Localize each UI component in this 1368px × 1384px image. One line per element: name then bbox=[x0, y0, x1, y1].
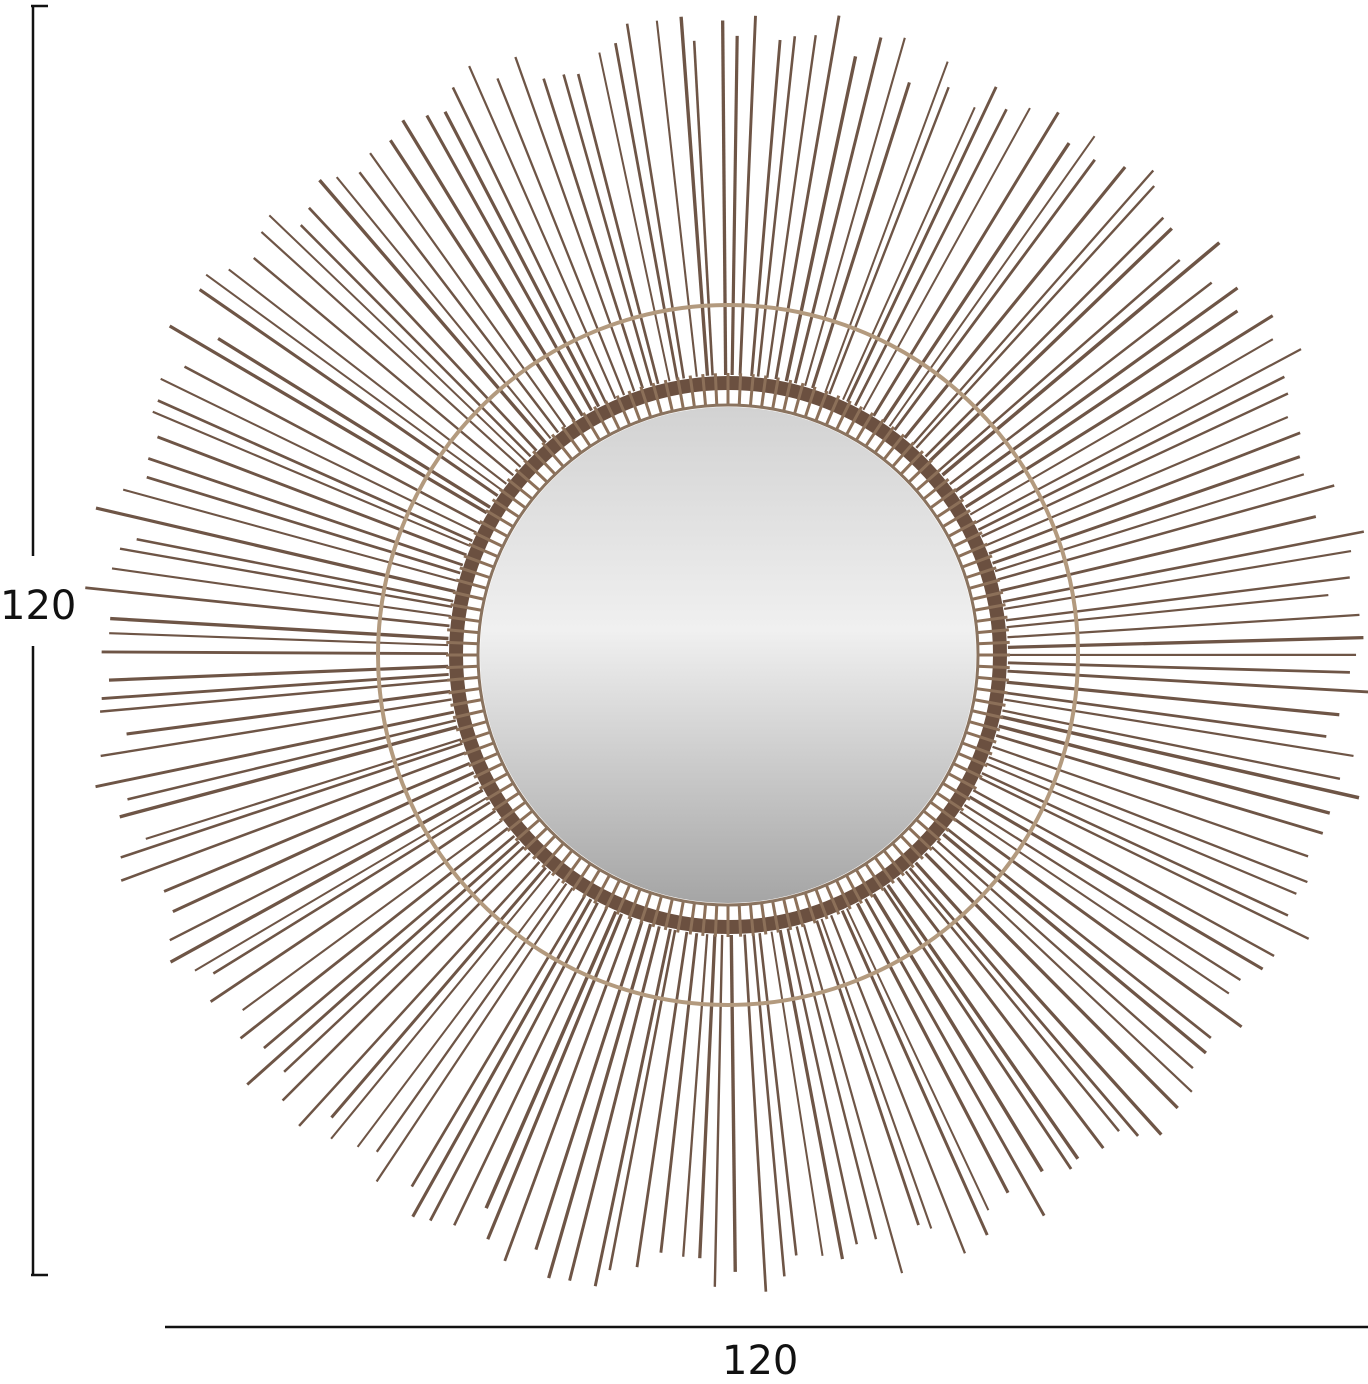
spoke bbox=[813, 82, 910, 388]
spoke bbox=[657, 21, 697, 377]
spoke bbox=[740, 16, 755, 375]
spoke bbox=[148, 458, 463, 565]
spoke bbox=[937, 841, 1193, 1068]
spoke bbox=[146, 739, 461, 839]
short-spoke bbox=[978, 666, 1010, 667]
mirror-glass bbox=[480, 407, 976, 903]
spoke bbox=[243, 820, 502, 1010]
spoke bbox=[874, 112, 1059, 415]
spoke bbox=[996, 735, 1323, 833]
spoke bbox=[989, 433, 1300, 554]
spoke bbox=[403, 120, 583, 415]
spoke bbox=[127, 720, 455, 799]
spoke bbox=[960, 812, 1229, 994]
spoke bbox=[299, 862, 539, 1126]
short-spoke bbox=[978, 642, 1010, 643]
spoke bbox=[955, 288, 1237, 491]
spoke bbox=[745, 935, 766, 1292]
spoke bbox=[1007, 615, 1359, 637]
spoke bbox=[454, 907, 607, 1225]
height-dimension-label: 120 bbox=[0, 586, 76, 626]
spoke bbox=[805, 38, 905, 386]
spoke bbox=[998, 485, 1335, 579]
short-spoke bbox=[446, 642, 478, 643]
spoke bbox=[715, 935, 722, 1287]
spoke bbox=[942, 243, 1219, 475]
height-dimension-line bbox=[31, 6, 48, 1275]
short-spoke bbox=[715, 905, 716, 937]
spoke bbox=[776, 16, 839, 379]
spoke bbox=[888, 885, 1078, 1159]
spoke bbox=[102, 652, 448, 654]
spoke bbox=[137, 539, 454, 601]
short-spoke bbox=[446, 666, 478, 667]
spoke bbox=[261, 232, 520, 467]
spoke bbox=[247, 842, 519, 1085]
spoke bbox=[1008, 663, 1350, 673]
spoke bbox=[370, 153, 565, 427]
spoke bbox=[723, 20, 726, 375]
spoke bbox=[913, 170, 1154, 444]
spoke bbox=[731, 935, 735, 1272]
spoke bbox=[123, 490, 458, 582]
spoke bbox=[955, 819, 1242, 1027]
spoke bbox=[732, 36, 737, 375]
short-spoke bbox=[715, 373, 716, 405]
spoke bbox=[578, 74, 658, 384]
spoke bbox=[964, 805, 1240, 980]
spoke bbox=[973, 790, 1274, 956]
spoke bbox=[127, 691, 451, 734]
spoke bbox=[320, 180, 546, 443]
spoke bbox=[788, 929, 857, 1245]
spoke bbox=[170, 326, 487, 513]
spoke bbox=[1008, 638, 1364, 648]
spoke bbox=[804, 925, 902, 1274]
spoke bbox=[950, 283, 1212, 485]
spoke bbox=[1004, 551, 1351, 609]
spoke bbox=[916, 863, 1162, 1135]
spoke bbox=[890, 136, 1095, 426]
spoke bbox=[96, 508, 455, 592]
spoke bbox=[926, 218, 1164, 457]
width-dimension-label: 120 bbox=[722, 1341, 798, 1381]
spoke bbox=[847, 909, 988, 1211]
short-spoke bbox=[739, 905, 740, 937]
spoke bbox=[855, 109, 1006, 405]
spoke bbox=[195, 798, 487, 971]
short-spoke bbox=[739, 373, 740, 405]
spoke bbox=[331, 868, 545, 1118]
spoke bbox=[895, 160, 1095, 430]
spoke bbox=[700, 935, 715, 1259]
